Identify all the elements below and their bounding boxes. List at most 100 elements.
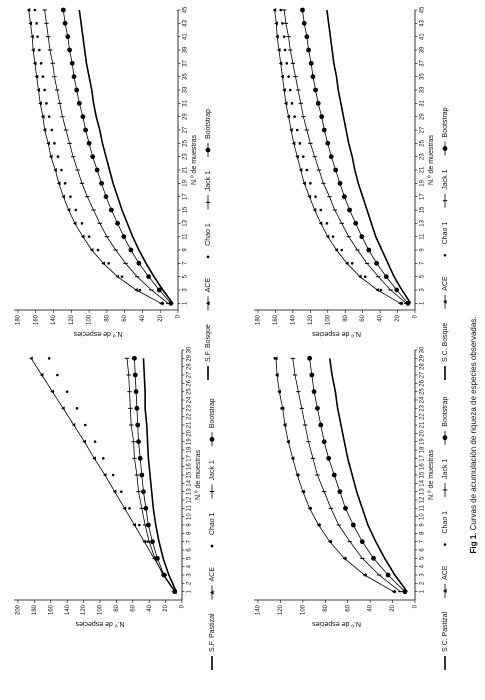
x-tick-label: 39 — [183, 46, 189, 53]
marker-triangle — [272, 8, 277, 12]
y-tick-label: 180 — [16, 314, 22, 325]
marker-circle — [67, 47, 72, 53]
y-tick-label: 40 — [140, 314, 146, 321]
marker-circle — [141, 489, 146, 495]
marker-circle — [150, 539, 155, 545]
x-tick-label: 19 — [420, 179, 426, 186]
marker-triangle — [66, 208, 71, 212]
x-tick-label: 43 — [183, 19, 189, 26]
series-line — [302, 9, 409, 304]
x-tick-label: 29 — [420, 354, 426, 361]
x-tick-label: 1 — [420, 301, 426, 305]
legend-marker — [443, 588, 447, 593]
marker-triangle — [334, 248, 339, 252]
y-tick-label: 20 — [158, 314, 164, 321]
x-tick-label: 1 — [187, 589, 193, 593]
marker-triangle — [53, 168, 57, 172]
marker-triangle — [275, 34, 279, 39]
marker-dot — [93, 440, 97, 443]
x-tick-label: 5 — [420, 556, 426, 560]
legend-label: Jack 1 — [205, 171, 212, 191]
y-tick-label: 80 — [343, 314, 349, 321]
marker-circle — [374, 260, 380, 266]
marker-dot — [278, 390, 281, 393]
x-tick-label: 28 — [187, 363, 193, 370]
marker-triangle — [280, 74, 285, 79]
y-tick-label: 120 — [308, 314, 314, 325]
series-line — [78, 9, 174, 304]
marker-circle — [137, 455, 143, 461]
marker-dot — [318, 523, 321, 527]
chart: 0204060801001201401234567891011121314151… — [254, 346, 449, 670]
marker-circle — [315, 100, 321, 106]
marker-dot — [138, 523, 141, 527]
x-tick-label: 17 — [420, 454, 426, 461]
legend-label: Jack 1 — [442, 169, 449, 189]
marker-triangle — [298, 168, 303, 172]
marker-circle — [99, 180, 104, 186]
marker-circle — [359, 234, 365, 240]
y-tick-label: 40 — [147, 604, 153, 611]
y-tick-label: 80 — [104, 314, 110, 321]
marker-dot — [33, 8, 37, 12]
marker-triangle — [102, 473, 107, 477]
y-tick-label: 0 — [413, 314, 419, 318]
legend-label: Bootstrap — [442, 107, 449, 137]
x-tick-label: 3 — [183, 288, 189, 292]
marker-triangle — [291, 141, 296, 146]
legend-label: Bootstrap — [442, 397, 449, 427]
marker-dot — [290, 102, 294, 105]
legend-label: ACE — [205, 278, 212, 293]
x-tick-label: 24 — [420, 396, 426, 403]
marker-dot — [297, 473, 300, 477]
marker-dot — [63, 182, 67, 185]
marker-circle — [318, 422, 324, 428]
chart: 0204060801001201401601801357911131517192… — [254, 6, 449, 380]
marker-triangle — [36, 88, 41, 92]
x-tick-label: 35 — [420, 73, 426, 80]
x-tick-label: 27 — [187, 371, 193, 378]
marker-triangle — [398, 301, 402, 306]
marker-triangle — [80, 234, 85, 239]
marker-circle — [135, 422, 141, 428]
x-tick-label: 27 — [420, 371, 426, 378]
x-tick-label: 13 — [420, 488, 426, 495]
marker-dot — [286, 440, 290, 443]
marker-triangle — [28, 21, 33, 26]
y-tick-label: 200 — [16, 604, 22, 615]
marker-triangle — [274, 21, 278, 26]
marker-triangle — [122, 506, 127, 511]
legend-marker — [210, 590, 214, 595]
legend-marker — [205, 147, 211, 153]
x-tick-label: 20 — [187, 429, 193, 436]
marker-dot — [288, 88, 292, 92]
marker-triangle — [295, 154, 299, 159]
legend-label: Bootstrap — [205, 109, 212, 139]
legend-marker — [210, 544, 214, 548]
marker-dot — [75, 407, 79, 410]
x-tick-label: 18 — [420, 446, 426, 453]
x-tick-label: 37 — [183, 59, 189, 66]
marker-circle — [337, 489, 343, 495]
x-tick-label: 15 — [420, 206, 426, 213]
marker-dot — [39, 62, 43, 65]
marker-dot — [364, 573, 367, 577]
marker-dot — [281, 22, 284, 25]
x-tick-label: 7 — [420, 261, 426, 265]
marker-circle — [331, 472, 337, 478]
x-tick-label: 30 — [187, 346, 193, 353]
x-tick-label: 33 — [420, 86, 426, 93]
marker-dot — [302, 490, 306, 493]
y-tick-label: 20 — [163, 604, 169, 611]
x-tick-label: 9 — [187, 523, 193, 527]
x-tick-label: 25 — [187, 388, 193, 395]
marker-triangle — [34, 74, 39, 79]
x-tick-label: 25 — [420, 139, 426, 146]
legend-marker — [443, 299, 447, 304]
x-tick-label: 15 — [187, 471, 193, 478]
marker-dot — [314, 195, 317, 198]
chart: 0204060801001201401601801357911131517192… — [14, 6, 212, 380]
legend-marker — [206, 301, 210, 306]
x-tick-label: 9 — [183, 248, 189, 252]
x-tick-label: 1 — [183, 301, 189, 305]
